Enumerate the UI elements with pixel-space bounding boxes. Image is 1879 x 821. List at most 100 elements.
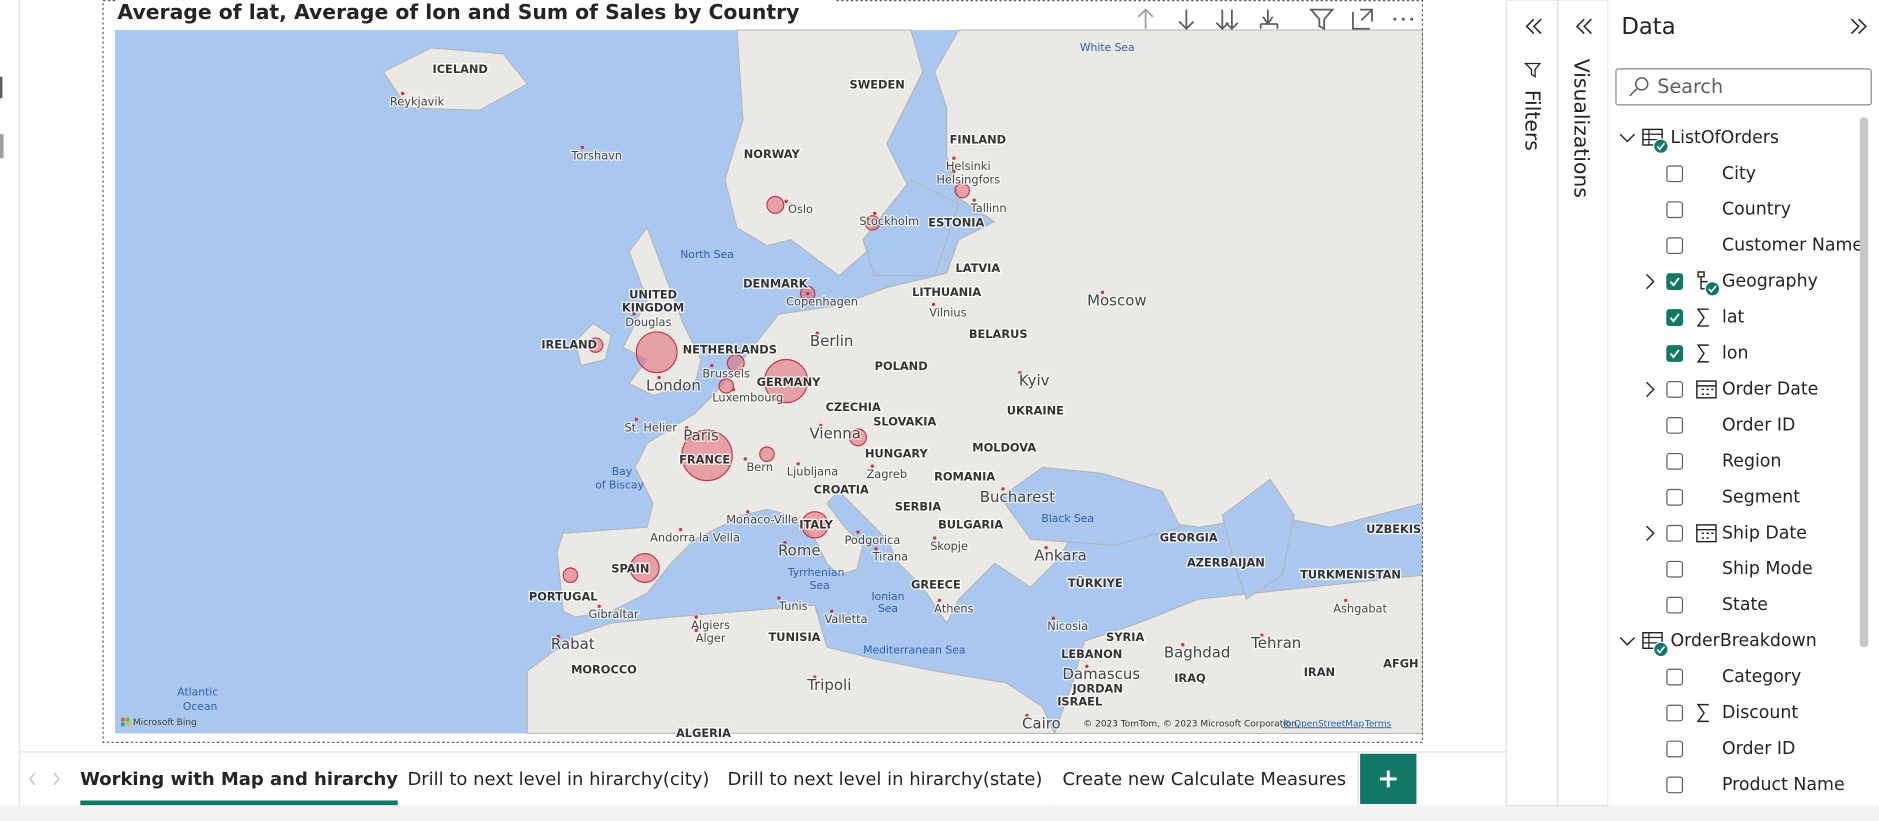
- city-dot: [870, 464, 875, 468]
- bubble[interactable]: [681, 429, 733, 482]
- rail-icon[interactable]: [0, 134, 4, 159]
- tab-scroll[interactable]: [28, 772, 60, 786]
- active-indicator: [80, 800, 398, 806]
- bubble[interactable]: [954, 182, 971, 199]
- field-name[interactable]: lon: [1722, 344, 1748, 364]
- city-dot: [972, 198, 976, 202]
- bubble[interactable]: [726, 354, 745, 373]
- city-label: Ankara: [1034, 547, 1087, 565]
- expand-chevron[interactable]: [1646, 381, 1655, 398]
- city-label: Brussels: [702, 366, 750, 380]
- field-name[interactable]: Country: [1722, 200, 1791, 220]
- checkbox[interactable]: [1666, 740, 1684, 758]
- field-name[interactable]: Segment: [1722, 487, 1800, 507]
- checkbox[interactable]: [1666, 345, 1684, 362]
- bubble[interactable]: [766, 195, 785, 214]
- bubble[interactable]: [629, 553, 660, 583]
- field-name[interactable]: lat: [1722, 308, 1744, 328]
- checkbox[interactable]: [1666, 776, 1684, 794]
- bubble[interactable]: [763, 358, 809, 404]
- field-name[interactable]: Geography: [1722, 272, 1818, 292]
- checkbox[interactable]: [1666, 704, 1684, 722]
- sea: [862, 179, 960, 277]
- field-name[interactable]: Region: [1722, 451, 1781, 471]
- checkbox[interactable]: [1666, 596, 1684, 614]
- field-name[interactable]: Customer Name: [1722, 236, 1863, 256]
- field-name[interactable]: Order ID: [1722, 739, 1795, 759]
- more-dot[interactable]: [1410, 17, 1414, 21]
- checkbox[interactable]: [1666, 560, 1684, 578]
- bubble[interactable]: [801, 511, 829, 539]
- field-name[interactable]: Discount: [1722, 703, 1798, 723]
- bubble[interactable]: [587, 337, 604, 353]
- attribution-link[interactable]: Terms: [1364, 719, 1392, 729]
- page-tab[interactable]: [80, 752, 398, 806]
- field-name[interactable]: State: [1722, 595, 1768, 615]
- checkbox[interactable]: [1666, 201, 1684, 219]
- expand-filters[interactable]: [1525, 18, 1542, 35]
- city-label: Kyiv: [1019, 372, 1050, 390]
- more-dot[interactable]: [1401, 17, 1405, 21]
- next-level[interactable]: [1215, 9, 1239, 31]
- collapse-chevron[interactable]: [1619, 133, 1636, 143]
- expand-visualizations[interactable]: [1575, 18, 1592, 35]
- rail-icon[interactable]: [0, 76, 3, 99]
- bubble[interactable]: [759, 446, 775, 462]
- city-dot: [1025, 713, 1029, 718]
- drill-down[interactable]: [1178, 9, 1195, 31]
- more-dot[interactable]: [1393, 17, 1397, 21]
- checkbox[interactable]: [1666, 309, 1684, 326]
- table-name[interactable]: ListOfOrders: [1670, 128, 1779, 148]
- field-name[interactable]: Category: [1722, 667, 1801, 687]
- collapse-chevron[interactable]: [1619, 637, 1636, 646]
- collapse-data[interactable]: [1850, 18, 1867, 35]
- field-name[interactable]: Ship Date: [1722, 523, 1807, 543]
- country-label: GERMANY: [757, 375, 822, 389]
- attribution-link[interactable]: © OpenStreetMap: [1282, 719, 1364, 729]
- field-name[interactable]: Product Name: [1722, 775, 1845, 795]
- bubble[interactable]: [635, 331, 678, 374]
- city-label: Tehran: [1250, 634, 1301, 652]
- data-title: Data: [1621, 14, 1675, 40]
- checkbox[interactable]: [1666, 417, 1684, 434]
- focus-mode[interactable]: [1352, 8, 1373, 30]
- field-name[interactable]: Ship Mode: [1722, 559, 1813, 579]
- map[interactable]: ICELAND Reykjavik Torshavn SWEDEN NORWAY FINL…: [115, 29, 1423, 741]
- checkbox[interactable]: [1666, 524, 1684, 542]
- city-dot: [819, 423, 823, 428]
- page-tab[interactable]: [719, 752, 1051, 806]
- city-dot: [856, 530, 860, 534]
- expand-level[interactable]: [1259, 9, 1279, 29]
- drill-up[interactable]: [1137, 8, 1154, 29]
- field-name[interactable]: Order ID: [1722, 415, 1795, 435]
- city-label: Vienna: [810, 424, 861, 442]
- field-name[interactable]: Order Date: [1722, 379, 1818, 399]
- filter-icon[interactable]: [1309, 8, 1335, 31]
- table-icon: [1642, 128, 1663, 146]
- checkbox[interactable]: [1666, 381, 1684, 398]
- checkbox[interactable]: [1666, 165, 1684, 183]
- check-mark: [1669, 349, 1680, 359]
- checkbox[interactable]: [1666, 452, 1684, 470]
- checkbox[interactable]: [1666, 668, 1684, 686]
- search-box[interactable]: [1615, 68, 1872, 106]
- page-tab[interactable]: [1050, 752, 1358, 806]
- filters-pane[interactable]: [1505, 0, 1559, 806]
- country-label: ISRAEL: [1057, 695, 1102, 709]
- field-name[interactable]: City: [1722, 164, 1756, 184]
- table-name[interactable]: OrderBreakdown: [1670, 631, 1816, 651]
- bubble[interactable]: [849, 428, 867, 447]
- country-label: SYRIA: [1106, 630, 1144, 644]
- bubble[interactable]: [864, 215, 881, 231]
- expand-chevron[interactable]: [1646, 525, 1655, 541]
- checkbox[interactable]: [1666, 488, 1684, 506]
- plus-icon: [1379, 770, 1397, 788]
- checkbox[interactable]: [1666, 237, 1684, 255]
- bubble[interactable]: [562, 567, 579, 583]
- expand-chevron[interactable]: [1646, 273, 1655, 290]
- bubble[interactable]: [718, 378, 734, 394]
- page-tab[interactable]: [397, 752, 720, 806]
- calendar-icon: [1696, 524, 1717, 543]
- scrollbar[interactable]: [1859, 117, 1869, 648]
- checkbox[interactable]: [1666, 273, 1684, 290]
